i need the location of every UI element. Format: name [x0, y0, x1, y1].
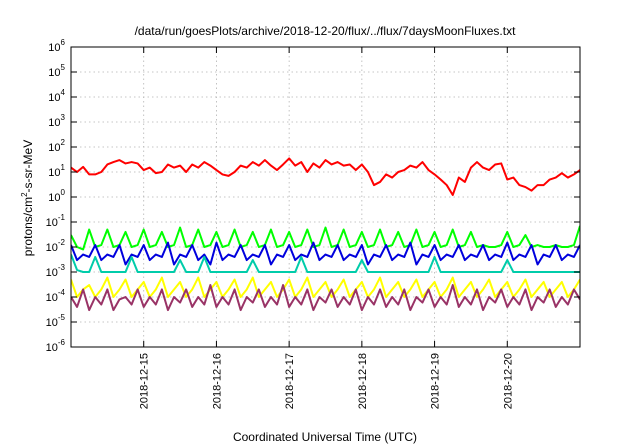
series-line-4 [71, 254, 580, 273]
series-line-2 [71, 225, 580, 251]
series-line-6 [71, 284, 580, 312]
x-tick-label: 2018-12-20 [502, 353, 514, 409]
y-tick-labels: 10-6 10-5 10-4 10-3 10-2 10-1 100 101 102 103 104 1… [46, 38, 66, 354]
x-tick-label: 2018-12-19 [430, 353, 442, 409]
y-axis-label: protons/cm2-s-sr-MeV [20, 140, 35, 256]
y-tick-label: 10-4 [46, 288, 66, 304]
series-line-1 [71, 157, 580, 197]
y-tick-label: 10-3 [46, 263, 66, 279]
y-axis-label-rest: -s-sr-MeV [21, 140, 35, 193]
series-line-5 [71, 276, 580, 298]
y-tick-label: 10-1 [46, 213, 66, 229]
y-tick-label: 10-2 [46, 238, 66, 254]
x-tick-label: 2018-12-18 [357, 353, 369, 409]
tick-marks [71, 46, 580, 348]
y-tick-label: 103 [48, 113, 65, 129]
y-tick-label: 104 [48, 88, 65, 104]
y-tick-label: 10-5 [46, 313, 66, 329]
y-axis-label-sup: 2 [20, 192, 29, 197]
x-tick-label: 2018-12-16 [211, 353, 223, 409]
series-line-3 [71, 241, 580, 266]
y-tick-label: 102 [48, 138, 65, 154]
y-tick-label: 10-6 [46, 338, 66, 354]
series-group [71, 157, 580, 312]
chart-title: /data/run/goesPlots/archive/2018-12-20/f… [135, 24, 517, 38]
y-tick-label: 105 [48, 63, 65, 79]
x-tick-label: 2018-12-17 [284, 353, 296, 409]
y-tick-label: 100 [48, 188, 65, 204]
x-tick-labels: 2018-12-15 2018-12-16 2018-12-17 2018-12-18… [139, 353, 515, 409]
x-tick-label: 2018-12-15 [139, 353, 151, 409]
y-axis-label-main: protons/cm [21, 197, 35, 256]
x-axis-label: Coordinated Universal Time (UTC) [233, 430, 417, 444]
y-tick-label: 101 [48, 163, 65, 179]
y-tick-label: 106 [48, 38, 65, 54]
